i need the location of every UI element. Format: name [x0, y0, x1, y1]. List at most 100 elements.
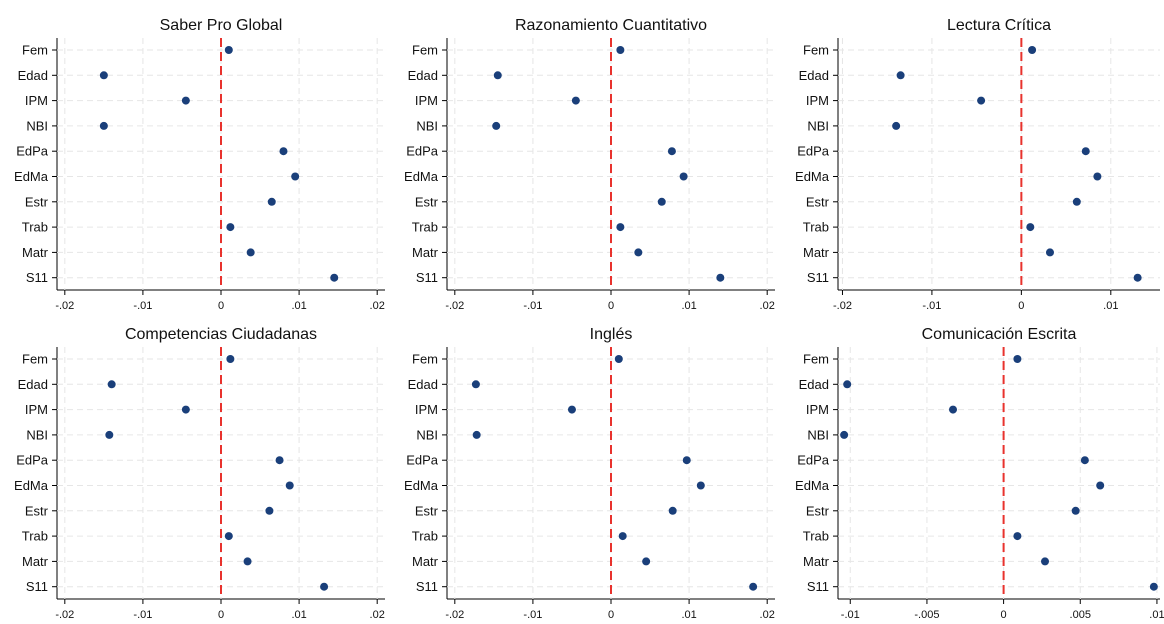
x-tick-label: -.01: [922, 300, 941, 312]
x-tick-label: .02: [370, 300, 385, 312]
data-point: [679, 172, 688, 181]
y-tick-label: Trab: [412, 220, 438, 235]
panel-title: Inglés: [590, 326, 633, 343]
data-point: [618, 532, 627, 541]
y-tick-label: NBI: [807, 118, 829, 133]
data-point: [1080, 456, 1089, 465]
y-tick-label: Trab: [412, 529, 438, 544]
data-point: [330, 273, 339, 282]
y-tick-label: NBI: [416, 118, 438, 133]
x-tick-label: .02: [760, 609, 775, 621]
data-point: [696, 481, 705, 490]
data-point: [492, 121, 501, 130]
panel-title: Lectura Crítica: [947, 17, 1051, 34]
y-tick-label: Matr: [22, 245, 49, 260]
data-point: [571, 96, 580, 105]
x-tick-label: .02: [760, 300, 775, 312]
x-tick-label: .005: [1070, 609, 1091, 621]
data-point: [657, 197, 666, 206]
y-tick-label: Edad: [408, 68, 438, 83]
chart-panel: -.02 -.01 0 .01 .02 Fem Edad IPM NBI EdPa EdMa Estr…: [14, 326, 385, 621]
x-tick-label: -.02: [55, 300, 74, 312]
data-point: [1072, 197, 1081, 206]
data-point: [285, 481, 294, 490]
y-tick-label: NBI: [26, 118, 48, 133]
data-point: [567, 405, 576, 414]
data-point: [682, 456, 691, 465]
data-point: [1026, 223, 1035, 232]
y-tick-label: IPM: [806, 93, 829, 108]
data-point: [1081, 147, 1090, 156]
x-tick-label: -.005: [914, 609, 939, 621]
y-tick-label: S11: [26, 579, 48, 594]
data-point: [471, 380, 480, 389]
data-point: [267, 197, 276, 206]
y-tick-label: NBI: [807, 427, 829, 442]
y-tick-label: EdMa: [795, 169, 830, 184]
y-tick-label: Estr: [25, 503, 49, 518]
x-tick-label: -.02: [833, 300, 852, 312]
y-tick-label: Estr: [415, 194, 439, 209]
chart-panel: -.02 -.01 0 .01 .02 Fem Edad IPM NBI EdPa EdMa Estr…: [404, 326, 775, 621]
y-tick-label: EdMa: [404, 169, 439, 184]
y-tick-label: Matr: [803, 554, 830, 569]
data-point: [892, 121, 901, 130]
data-point: [949, 405, 957, 414]
data-point: [181, 96, 190, 105]
x-tick-label: -.02: [445, 300, 464, 312]
x-tick-label: .01: [1149, 609, 1164, 621]
data-point: [1071, 506, 1080, 515]
x-tick-label: 0: [1001, 609, 1007, 621]
y-tick-label: Fem: [412, 43, 438, 58]
y-tick-label: NBI: [416, 427, 438, 442]
chart-panel: -.02 -.01 0 .01 Fem Edad IPM NBI EdPa EdMa Estr Tra…: [795, 17, 1160, 312]
y-tick-label: EdPa: [16, 453, 49, 468]
y-tick-label: S11: [807, 579, 829, 594]
data-point: [642, 557, 651, 566]
y-tick-label: EdPa: [797, 144, 830, 159]
y-tick-label: Edad: [18, 377, 48, 392]
y-tick-label: S11: [416, 579, 438, 594]
chart-panel: -.02 -.01 0 .01 .02 Fem Edad IPM NBI EdPa EdMa Estr…: [404, 17, 775, 312]
data-point: [226, 223, 235, 232]
data-point: [99, 71, 108, 80]
data-point: [472, 430, 481, 439]
data-point: [616, 223, 625, 232]
data-point: [1045, 248, 1054, 257]
x-tick-label: 0: [608, 609, 614, 621]
x-tick-label: -.01: [523, 300, 542, 312]
data-point: [896, 71, 905, 80]
data-point: [1093, 172, 1102, 181]
data-point: [1041, 557, 1049, 566]
x-tick-label: -.01: [841, 609, 860, 621]
x-tick-label: -.01: [133, 609, 152, 621]
y-tick-label: Fem: [803, 43, 829, 58]
data-point: [105, 430, 114, 439]
data-point: [716, 273, 725, 282]
data-point: [1013, 532, 1022, 541]
x-tick-label: 0: [218, 300, 224, 312]
y-tick-label: Estr: [415, 503, 439, 518]
x-tick-label: .01: [291, 609, 306, 621]
data-point: [1013, 355, 1022, 363]
data-point: [1149, 582, 1158, 591]
y-tick-label: EdPa: [797, 453, 830, 468]
data-point: [224, 46, 233, 54]
y-tick-label: Edad: [799, 68, 829, 83]
y-tick-label: Estr: [806, 194, 830, 209]
x-tick-label: .02: [370, 609, 385, 621]
x-tick-label: 0: [1018, 300, 1024, 312]
y-tick-label: Edad: [408, 377, 438, 392]
data-point: [275, 456, 284, 465]
y-tick-label: Trab: [803, 529, 829, 544]
x-tick-label: -.01: [523, 609, 542, 621]
y-tick-label: Fem: [412, 352, 438, 367]
y-tick-label: Estr: [806, 503, 830, 518]
data-point: [243, 557, 252, 566]
y-tick-label: IPM: [25, 402, 48, 417]
y-tick-label: Matr: [803, 245, 830, 260]
data-point: [291, 172, 300, 181]
panel-title: Comunicación Escrita: [922, 326, 1077, 343]
data-point: [246, 248, 255, 257]
data-point: [614, 355, 623, 363]
